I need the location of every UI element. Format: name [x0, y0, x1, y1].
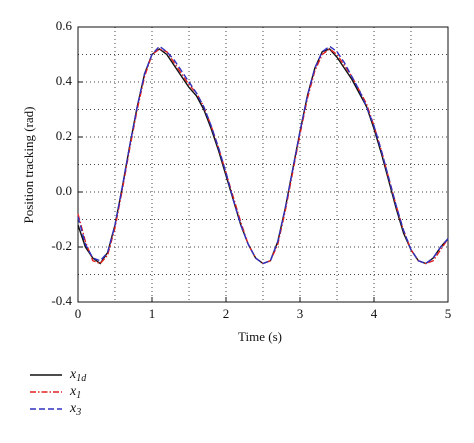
x-tick-label: 1 — [149, 306, 156, 321]
x-axis-label: Time (s) — [238, 329, 282, 344]
y-tick-label: 0.4 — [56, 73, 73, 88]
y-tick-label: 0.0 — [56, 183, 72, 198]
x-tick-label: 4 — [371, 306, 378, 321]
y-axis-label: Position tracking (rad) — [21, 107, 36, 224]
legend-label: x1 — [69, 384, 81, 401]
legend-label: x1d — [69, 367, 87, 384]
legend-label: x3 — [69, 401, 81, 418]
x-tick-label: 5 — [445, 306, 452, 321]
plot-frame — [77, 26, 449, 303]
y-tick-label: -0.2 — [51, 238, 72, 253]
y-tick-label: -0.4 — [51, 293, 72, 308]
x-tick-label: 0 — [75, 306, 82, 321]
x-tick-label: 3 — [297, 306, 304, 321]
y-tick-label: 0.2 — [56, 128, 72, 143]
y-tick-label: 0.6 — [56, 18, 73, 33]
x-tick-label: 2 — [223, 306, 230, 321]
series-line — [77, 45, 449, 265]
